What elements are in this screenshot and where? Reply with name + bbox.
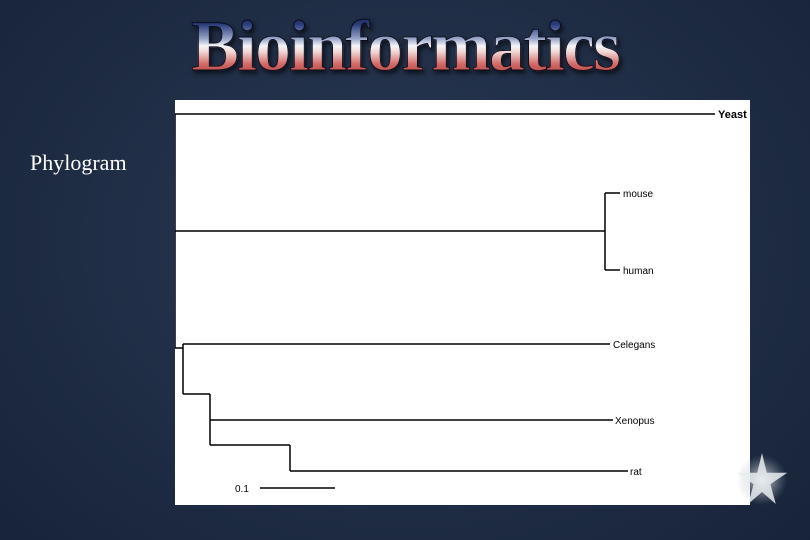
taxon-label-rat: rat — [630, 467, 642, 478]
tree-taxa-labels: Yeast mouse human Celegans Xenopus rat — [613, 109, 747, 478]
taxon-label-human: human — [623, 266, 654, 277]
taxon-label-yeast: Yeast — [718, 109, 747, 121]
page-title: Bioinformatics — [0, 10, 810, 82]
taxon-label-xenopus: Xenopus — [615, 416, 654, 427]
scale-bar-label: 0.1 — [235, 484, 249, 495]
taxon-label-mouse: mouse — [623, 189, 653, 200]
taxon-label-celegans: Celegans — [613, 340, 655, 351]
slide: Bioinformatics Phylogram Yeast mouse human… — [0, 0, 810, 540]
scale-bar: 0.1 — [235, 484, 335, 495]
phylogram-label: Phylogram — [30, 150, 127, 176]
phylogram-tree: Yeast mouse human Celegans Xenopus rat 0.1 — [175, 100, 750, 505]
phylogram-panel: Yeast mouse human Celegans Xenopus rat 0.1 — [175, 100, 750, 505]
